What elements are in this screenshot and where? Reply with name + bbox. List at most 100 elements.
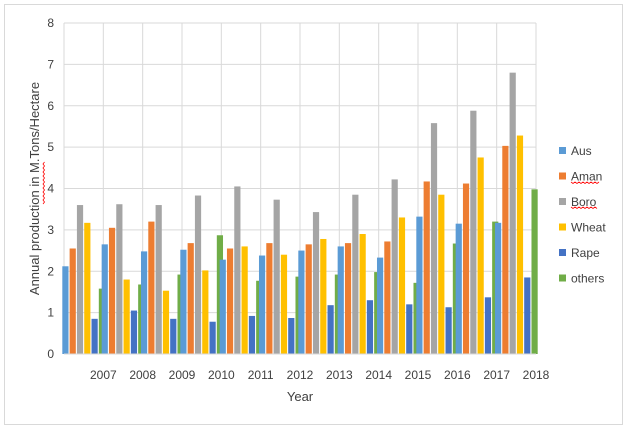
bar	[494, 222, 502, 354]
y-axis-ticks: 0 1 2 3 4 5 6 7 8	[47, 16, 54, 361]
bars	[62, 72, 538, 355]
legend-label: Wheat	[571, 221, 606, 235]
bar	[344, 243, 352, 354]
legend-swatch	[559, 198, 566, 205]
legend-swatch	[559, 172, 566, 180]
y-tick-label: 0	[47, 347, 54, 361]
x-axis-ticks: 2007 2008 2009 2010 2011 2012 2013 2014 2015 2016…	[90, 368, 550, 382]
bar	[266, 243, 273, 354]
y-axis-title: Annual production in M.Tons/Hectare	[27, 82, 42, 295]
bar	[462, 183, 470, 354]
x-tick-label: 2008	[129, 368, 156, 382]
bar	[516, 135, 524, 354]
bar	[416, 216, 423, 354]
spellcheck-underline	[570, 206, 598, 209]
bar	[234, 186, 241, 354]
y-tick-label: 7	[47, 57, 54, 71]
bar	[312, 212, 320, 354]
bar	[352, 194, 359, 354]
y-tick-label: 8	[47, 16, 54, 30]
bar	[470, 110, 477, 354]
legend-swatch	[559, 223, 566, 231]
y-tick-label: 6	[47, 99, 54, 113]
bar	[398, 217, 406, 354]
legend-label: Boro	[571, 195, 597, 209]
bar	[226, 248, 234, 354]
bar	[305, 244, 312, 354]
bar	[359, 234, 366, 354]
bar	[430, 123, 438, 354]
x-tick-label: 2009	[169, 368, 196, 382]
bar	[219, 259, 226, 354]
legend-swatch	[559, 147, 566, 154]
x-tick-label: 2007	[90, 368, 117, 382]
bar	[148, 221, 155, 354]
bar	[509, 72, 516, 355]
bar	[406, 304, 413, 354]
spellcheck-underlines	[42, 161, 600, 209]
bar	[116, 204, 123, 354]
bar	[258, 255, 266, 354]
x-tick-label: 2015	[405, 368, 432, 382]
bar	[384, 241, 391, 354]
x-tick-label: 2014	[365, 368, 392, 382]
bar	[170, 318, 177, 354]
bar	[327, 305, 334, 354]
bar	[423, 181, 430, 354]
spellcheck-underline	[42, 161, 45, 205]
spellcheck-underline	[570, 181, 600, 184]
legend-label: others	[571, 272, 604, 286]
bar	[391, 179, 398, 354]
bar	[162, 290, 170, 354]
bar	[108, 227, 116, 354]
y-tick-label: 4	[47, 182, 54, 196]
bar	[337, 246, 344, 354]
bar	[438, 194, 445, 354]
x-tick-label: 2013	[326, 368, 353, 382]
legend-swatch	[559, 249, 566, 256]
y-tick-label: 5	[47, 140, 54, 154]
x-tick-label: 2016	[444, 368, 471, 382]
bar	[484, 297, 492, 354]
bar	[248, 315, 256, 354]
bar	[376, 257, 384, 354]
legend-swatch	[559, 274, 566, 282]
x-tick-label: 2010	[208, 368, 235, 382]
legend: Aus Aman Boro Wheat Rape others	[559, 144, 606, 286]
bar	[187, 243, 194, 354]
x-tick-label: 2017	[483, 368, 510, 382]
y-tick-label: 3	[47, 223, 54, 237]
x-tick-label: 2012	[287, 368, 314, 382]
bar	[366, 300, 374, 354]
bar	[69, 248, 76, 354]
x-tick-label: 2011	[248, 368, 274, 382]
bar	[140, 251, 148, 354]
bar	[209, 321, 216, 354]
legend-label: Aus	[571, 144, 592, 158]
y-tick-label: 1	[47, 306, 54, 320]
bar	[84, 222, 91, 354]
bar	[531, 189, 538, 354]
bar	[123, 279, 130, 354]
bar	[101, 244, 108, 354]
bar	[62, 266, 69, 354]
bar	[241, 246, 248, 354]
bar	[455, 223, 462, 354]
bar	[477, 157, 484, 354]
bar	[445, 307, 452, 354]
bar	[130, 310, 138, 354]
bar	[288, 318, 295, 354]
bar	[155, 205, 162, 354]
bar	[280, 254, 288, 354]
bar	[298, 250, 305, 354]
bar	[273, 199, 280, 354]
legend-label: Rape	[571, 246, 600, 260]
bar	[202, 270, 209, 354]
bar	[91, 318, 98, 354]
bar	[76, 205, 84, 354]
x-axis-title: Year	[287, 389, 314, 404]
bar	[524, 277, 531, 354]
x-tick-label: 2018	[523, 368, 550, 382]
bar	[194, 195, 202, 354]
